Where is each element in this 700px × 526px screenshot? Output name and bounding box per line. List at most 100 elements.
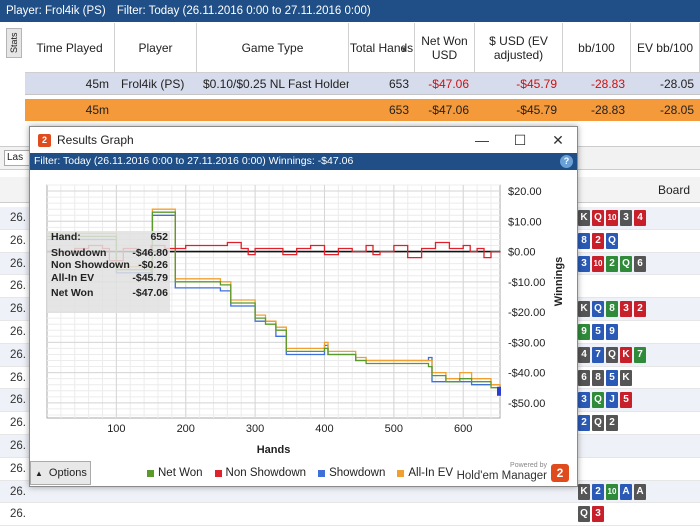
info-showdown: Showdown -$46.80 [47,247,170,260]
card: K [578,301,590,318]
col-ev-adjusted[interactable]: $ USD (EV adjusted) [475,23,563,72]
y-tick-label: -$40.00 [508,368,545,380]
col-total-hands-label: Total Hands [349,40,414,55]
card: 7 [592,346,604,363]
card: Q [606,346,618,363]
col-board[interactable]: Board [658,183,691,197]
legend-label: All-In EV [408,467,454,479]
card: Q [592,210,604,226]
close-icon[interactable]: ✕ [552,131,564,148]
window-titlebar[interactable]: 2 Results Graph — ☐ ✕ [30,127,577,153]
board-cards: K Q 10 3 4 [578,210,646,226]
card: 10 [592,255,604,272]
minimize-icon[interactable]: — [475,131,489,148]
card: K [620,369,632,386]
card: 5 [606,369,618,386]
card: 4 [578,346,590,363]
card: 3 [578,255,590,272]
board-cards: K 2 10 A A [578,483,646,500]
board-cards: 3 10 2 Q 6 [578,255,646,272]
info-hand-value: 652 [150,231,168,243]
legend-item[interactable]: Net Won [147,467,203,479]
total-ev-adj: -$45.79 [516,103,557,117]
col-net-won[interactable]: Net Won USD [415,23,475,72]
col-game-type[interactable]: Game Type [197,23,349,72]
info-nonshowdown-value: -$0.26 [138,259,168,271]
card: 6 [578,369,590,386]
col-total-hands[interactable]: Total Hands ▼ [349,23,415,72]
results-chart[interactable]: $20.00 $10.00 $0.00 -$10.00 -$20.00 -$30.00 -$… [30,170,579,456]
filter-label: Filter: Today (26.11.2016 0:00 to 27.11.… [116,5,371,17]
x-tick-label: 100 [107,423,125,435]
card: 4 [634,210,646,226]
total-hands: 653 [388,103,409,117]
stats-tab[interactable]: Stats [6,28,22,58]
card: K [578,210,590,226]
triangle-up-icon: ▲ [35,468,43,478]
card: 2 [592,483,604,500]
legend-label: Non Showdown [225,467,307,479]
maximize-icon[interactable]: ☐ [513,131,527,148]
col-ev-bb100[interactable]: EV bb/100 [631,23,700,72]
info-netwon-label: Net Won [51,287,94,299]
legend-item[interactable]: Showdown [318,467,385,479]
brand: Powered by Hold'em Manager 2 [457,462,569,483]
info-netwon-value: -$47.06 [132,287,168,299]
hand-date: 26. [10,394,26,407]
info-showdown-value: -$46.80 [132,246,168,259]
card: 9 [578,323,590,340]
y-tick-label: $20.00 [508,186,542,198]
x-tick-label: 300 [246,423,264,435]
list-item[interactable]: 26. Q 3 [0,503,700,526]
y-tick-label: -$50.00 [508,398,545,410]
hand-date: 26. [10,280,26,293]
card: K [578,483,590,500]
hm-logo-icon: 2 [38,133,51,147]
info-hand-label: Hand: [51,231,81,243]
col-time-played[interactable]: Time Played [25,23,115,72]
card: 2 [606,415,618,432]
legend-swatch [397,469,405,477]
table-row[interactable]: 45m Frol4ik (PS) $0.10/$0.25 NL Fast Hol… [25,73,700,95]
summary-table: Time Played Player Game Type Total Hands… [25,23,700,121]
col-bb100[interactable]: bb/100 [563,23,631,72]
card: J [606,392,618,409]
cell-time: 45m [85,77,109,91]
card: 10 [606,210,618,226]
legend-item[interactable]: All-In EV [397,467,453,479]
card: 5 [620,392,632,409]
card: 7 [634,346,646,363]
card: Q [578,506,590,523]
totals-row: 45m 653 -$47.06 -$45.79 -28.83 -28.05 [25,99,700,121]
card: 2 [578,415,590,432]
cell-net: -$47.06 [428,77,469,91]
card: 9 [606,323,618,340]
card: Q [592,301,604,318]
hand-date: 26. [10,508,26,521]
card: 3 [620,210,632,226]
options-button[interactable]: ▲ Options [30,461,91,485]
card: 6 [634,255,646,272]
chart-legend: Net Won Non Showdown Showdown All-In EV [147,467,465,479]
x-tick-label: 600 [454,423,472,435]
info-allin-value: -$45.79 [132,271,168,284]
y-tick-label: $10.00 [508,216,542,228]
info-showdown-label: Showdown [51,246,107,259]
end-marker [497,386,501,396]
hand-date: 26. [10,325,26,338]
hand-date: 26. [10,234,26,247]
card: Q [620,255,632,272]
help-icon[interactable]: ? [560,155,573,168]
card: Q [592,415,604,432]
card: Q [592,392,604,409]
window-controls: — ☐ ✕ [463,132,577,149]
legend-item[interactable]: Non Showdown [214,467,307,479]
last-hands-select[interactable]: Las [4,150,30,166]
col-player[interactable]: Player [115,23,197,72]
